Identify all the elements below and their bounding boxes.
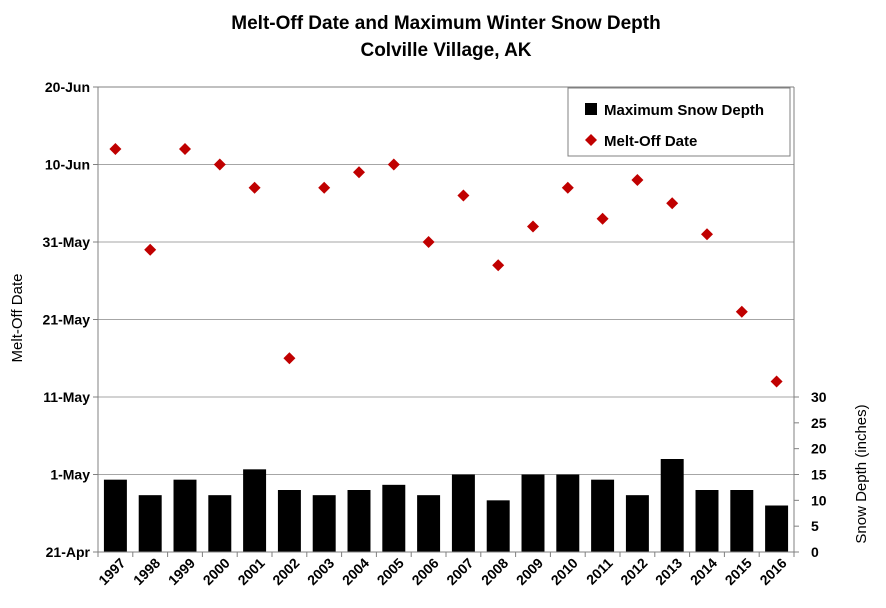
bar — [243, 469, 267, 552]
left-tick-label: 21-May — [43, 312, 91, 328]
bar — [103, 479, 127, 552]
left-axis-title: Melt-Off Date — [9, 274, 26, 363]
x-tick-label: 2010 — [548, 555, 581, 588]
scatter-point — [666, 197, 679, 210]
scatter-point — [631, 174, 644, 186]
right-tick-label: 20 — [811, 441, 827, 457]
left-tick-label: 11-May — [43, 389, 90, 405]
axes — [93, 86, 799, 557]
legend-bar-swatch — [585, 103, 597, 115]
right-tick-label: 25 — [811, 415, 827, 431]
x-tick-label: 2003 — [304, 555, 337, 588]
bar — [382, 484, 406, 552]
scatter-point — [109, 143, 122, 155]
bar — [347, 490, 371, 552]
x-axis-ticks: 1997 1998 1999 2000 2001 2002 2003 2004 2005 2006… — [95, 555, 790, 588]
x-tick-label: 2015 — [722, 555, 755, 588]
bar — [451, 474, 475, 552]
x-tick-label: 2008 — [478, 555, 511, 588]
scatter-point — [248, 181, 261, 194]
x-tick-label: 2013 — [652, 555, 685, 588]
scatter-point — [144, 243, 157, 256]
scatter-point — [527, 220, 539, 233]
legend-box — [567, 87, 791, 157]
legend: Maximum Snow Depth Melt-Off Date — [567, 87, 791, 157]
right-axis-title: Snow Depth (inches) — [853, 404, 870, 543]
scatter-point — [561, 181, 574, 194]
bar — [312, 495, 336, 552]
scatter-point — [492, 259, 505, 272]
bar — [208, 495, 232, 552]
left-tick-label: 20-Jun — [45, 79, 90, 95]
x-tick-label: 2005 — [374, 555, 407, 588]
legend-label-snow-depth: Maximum Snow Depth — [604, 102, 764, 119]
right-tick-label: 0 — [811, 544, 819, 560]
bar — [521, 474, 545, 552]
scatter-point — [735, 305, 748, 318]
x-tick-label: 2012 — [617, 555, 650, 588]
chart-title: Melt-Off Date and Maximum Winter Snow De… — [231, 13, 660, 34]
right-axis-ticks: 0 5 10 15 20 25 30 — [811, 389, 827, 560]
scatter-point — [457, 189, 470, 202]
x-tick-label: 1998 — [130, 555, 163, 588]
x-tick-label: 2011 — [583, 555, 616, 588]
left-tick-label: 1-May — [50, 467, 90, 483]
scatter-point — [179, 143, 191, 155]
scatter-point — [770, 375, 783, 388]
x-tick-label: 1997 — [95, 555, 128, 588]
bar-series-snow-depth — [103, 459, 789, 552]
scatter-point — [701, 228, 713, 241]
left-tick-label: 10-Jun — [45, 157, 90, 173]
scatter-point — [213, 158, 226, 171]
bar — [625, 495, 649, 552]
x-tick-label: 2016 — [756, 555, 789, 588]
gridlines — [98, 164, 794, 475]
bar — [695, 490, 719, 552]
bar — [417, 495, 441, 552]
left-axis-ticks: 20-Jun 10-Jun 31-May 21-May 11-May 1-May 21-Ap… — [43, 79, 91, 560]
x-tick-label: 2007 — [443, 555, 476, 588]
right-tick-label: 15 — [811, 467, 827, 483]
x-tick-label: 2009 — [513, 555, 546, 588]
x-tick-label: 2000 — [200, 555, 233, 588]
bar — [556, 474, 580, 552]
x-tick-label: 2004 — [339, 555, 372, 588]
bar — [591, 479, 615, 552]
x-tick-label: 1999 — [165, 555, 198, 588]
x-tick-label: 2002 — [269, 555, 302, 588]
x-tick-label: 2014 — [687, 555, 720, 588]
scatter-point — [318, 181, 331, 194]
scatter-point — [283, 352, 296, 365]
scatter-point — [422, 236, 435, 248]
chart-subtitle: Colville Village, AK — [360, 40, 531, 61]
right-tick-label: 10 — [811, 492, 827, 508]
scatter-point — [596, 212, 609, 225]
bar — [486, 500, 510, 552]
bar — [730, 490, 754, 552]
legend-label-melt-off: Melt-Off Date — [604, 133, 697, 150]
scatter-series-melt-off — [109, 143, 783, 388]
bar — [138, 495, 162, 552]
bar — [277, 490, 301, 552]
x-tick-label: 2001 — [234, 555, 267, 588]
bar — [173, 479, 197, 552]
bar — [765, 505, 789, 552]
bar — [660, 459, 684, 552]
right-tick-label: 5 — [811, 518, 819, 534]
left-tick-label: 21-Apr — [46, 544, 91, 560]
legend-diamond-swatch — [585, 134, 597, 146]
left-tick-label: 31-May — [43, 234, 91, 250]
right-tick-label: 30 — [811, 389, 827, 405]
scatter-point — [387, 158, 400, 171]
scatter-point — [353, 166, 365, 179]
x-tick-label: 2006 — [408, 555, 441, 588]
